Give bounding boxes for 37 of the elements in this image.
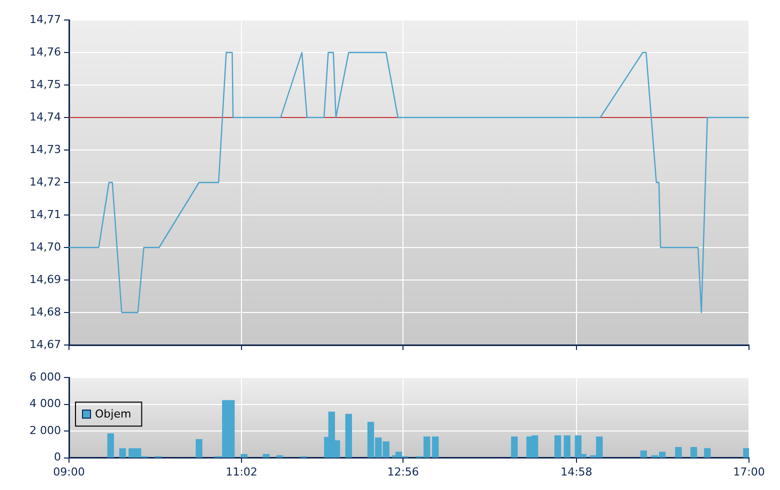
y-tick-label: 0 (54, 450, 61, 464)
y-tick-label: 14,67 (30, 338, 61, 351)
bar (276, 455, 284, 458)
bar (240, 454, 248, 458)
x-tick-label: 11:02 (226, 465, 258, 478)
bar (262, 454, 270, 458)
y-tick-label: 14,76 (30, 45, 61, 58)
bar (345, 414, 352, 458)
y-tick-label: 14,69 (30, 272, 61, 286)
y-tick-label: 14,71 (30, 208, 61, 221)
y-tick-label: 14,72 (30, 175, 61, 188)
y-tick-label: 14,68 (30, 305, 61, 318)
y-tick-label: 14,74 (30, 110, 61, 124)
y-tick-label: 14,77 (30, 12, 61, 26)
bar (432, 436, 439, 458)
y-tick-label: 2 000 (30, 424, 61, 437)
bar (511, 436, 518, 458)
bar (640, 450, 647, 458)
bar (743, 448, 749, 458)
bar (196, 439, 202, 458)
x-tick-label: 17:00 (733, 465, 765, 478)
y-tick-label: 6 000 (30, 370, 61, 384)
bar (690, 447, 698, 458)
y-tick-label: 4 000 (30, 397, 61, 410)
bar (107, 433, 114, 458)
x-tick-label: 14:58 (560, 465, 592, 478)
bar (564, 435, 570, 458)
bar (704, 448, 711, 458)
y-tick-label: 14,73 (30, 142, 61, 156)
x-tick-label: 09:00 (53, 465, 85, 478)
y-tick-label: 14,75 (30, 78, 61, 91)
bar (675, 447, 682, 458)
x-tick-label: 12:56 (387, 465, 419, 478)
y-tick-label: 14,70 (30, 240, 61, 254)
bar (119, 448, 126, 458)
legend-label: Objem (95, 407, 132, 420)
bar (554, 435, 562, 458)
